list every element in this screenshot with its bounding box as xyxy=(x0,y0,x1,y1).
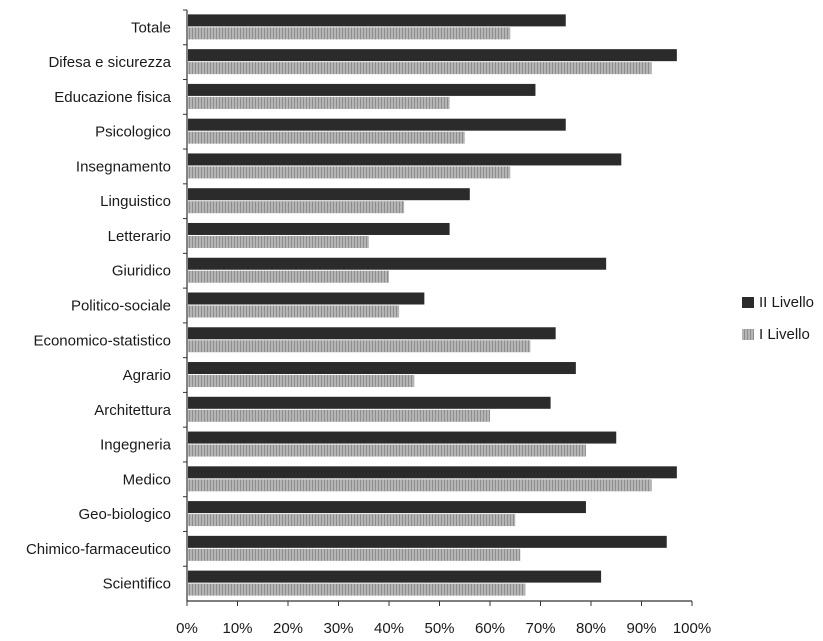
x-tick-label: 60% xyxy=(475,620,505,637)
category-label: Linguistico xyxy=(100,193,171,210)
bar-i-livello xyxy=(188,270,389,283)
category-label: Difesa e sicurezza xyxy=(48,54,171,71)
legend-swatch-ii-livello xyxy=(742,297,754,308)
bar-i-livello xyxy=(188,409,490,422)
bar-i-livello xyxy=(188,62,652,75)
legend: II Livello I Livello xyxy=(742,294,814,343)
category-labels: Totale Difesa e sicurezza Educazione fisic… xyxy=(26,19,172,592)
bar-ii-livello xyxy=(188,188,470,201)
bar-i-livello xyxy=(188,201,405,214)
x-tick-label: 90% xyxy=(626,620,656,637)
x-tick-label: 0% xyxy=(176,620,198,637)
bar-i-livello xyxy=(188,166,511,179)
x-axis-ticks: 0% 10% 20% 30% 40% 50% 60% 70% 80% 90% 100% xyxy=(176,601,711,637)
category-label: Medico xyxy=(123,471,171,488)
bars xyxy=(188,14,677,596)
legend-swatch-i-livello xyxy=(742,329,754,340)
x-tick-label: 70% xyxy=(525,620,555,637)
category-label: Politico-sociale xyxy=(71,298,171,315)
bar-ii-livello xyxy=(188,14,566,27)
bar-i-livello xyxy=(188,514,516,527)
category-label: Scientifico xyxy=(103,576,171,593)
category-label: Economico-statistico xyxy=(33,332,171,349)
bar-i-livello xyxy=(188,96,450,109)
category-label: Educazione fisica xyxy=(54,89,171,106)
bar-i-livello xyxy=(188,444,586,457)
x-tick-label: 100% xyxy=(673,620,711,637)
x-tick-label: 40% xyxy=(374,620,404,637)
legend-label: I Livello xyxy=(759,326,810,343)
bar-i-livello xyxy=(188,375,415,388)
bar-i-livello xyxy=(188,235,369,248)
category-label: Giuridico xyxy=(112,263,171,280)
bar-ii-livello xyxy=(188,153,622,166)
bar-ii-livello xyxy=(188,49,677,62)
category-label: Totale xyxy=(131,19,171,36)
category-label: Letterario xyxy=(108,228,171,245)
bar-ii-livello xyxy=(188,292,425,305)
bar-i-livello xyxy=(188,27,511,40)
x-tick-label: 30% xyxy=(323,620,353,637)
bar-i-livello xyxy=(188,305,400,318)
bar-i-livello xyxy=(188,479,652,492)
bar-ii-livello xyxy=(188,396,551,409)
bar-i-livello xyxy=(188,548,521,561)
category-label: Chimico-farmaceutico xyxy=(26,541,171,558)
category-label: Agrario xyxy=(123,367,171,384)
x-tick-label: 50% xyxy=(424,620,454,637)
bar-ii-livello xyxy=(188,257,607,270)
bar-i-livello xyxy=(188,131,465,144)
bar-ii-livello xyxy=(188,118,566,131)
legend-label: II Livello xyxy=(759,294,814,311)
x-tick-label: 20% xyxy=(273,620,303,637)
bar-ii-livello xyxy=(188,535,667,548)
category-label: Geo-biologico xyxy=(78,506,171,523)
bar-ii-livello xyxy=(188,83,536,96)
x-tick-label: 10% xyxy=(222,620,252,637)
bar-ii-livello xyxy=(188,362,576,375)
category-label: Architettura xyxy=(94,402,171,419)
bar-ii-livello xyxy=(188,222,450,235)
category-label: Psicologico xyxy=(95,124,171,141)
bar-i-livello xyxy=(188,583,526,596)
bar-ii-livello xyxy=(188,327,556,340)
bar-i-livello xyxy=(188,340,531,353)
x-tick-label: 80% xyxy=(576,620,606,637)
bar-ii-livello xyxy=(188,570,602,583)
category-label: Insegnamento xyxy=(76,158,171,175)
bar-ii-livello xyxy=(188,466,677,479)
category-label: Ingegneria xyxy=(100,437,172,454)
bar-ii-livello xyxy=(188,501,586,514)
bar-ii-livello xyxy=(188,431,617,444)
